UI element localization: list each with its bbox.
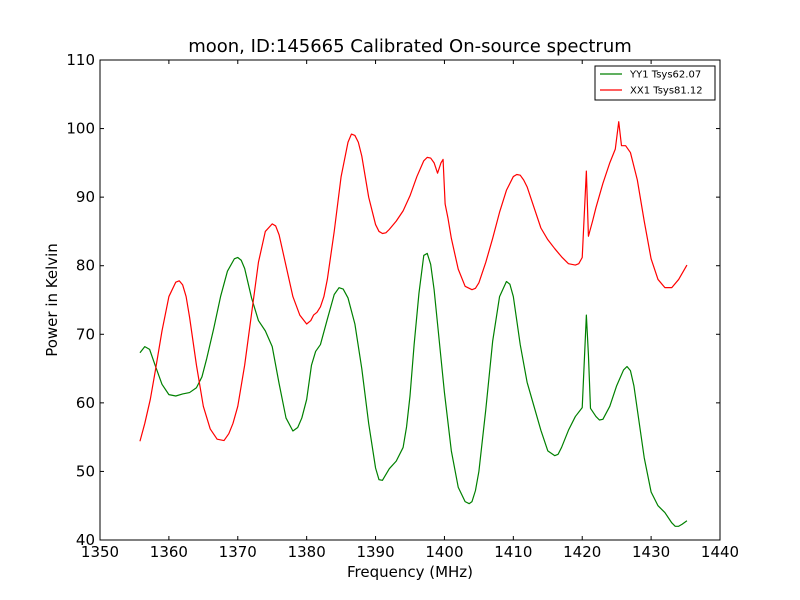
- y-tick-label: 90: [76, 188, 95, 206]
- legend: YY1 Tsys62.07 XX1 Tsys81.12: [594, 65, 716, 101]
- y-tick-label: 50: [76, 462, 95, 480]
- y-tick-label: 110: [66, 51, 95, 69]
- x-tick-label: 1350: [81, 543, 119, 561]
- x-tick-label: 1360: [150, 543, 188, 561]
- x-tick-label: 1430: [632, 543, 670, 561]
- series-line-yy1: [139, 252, 688, 527]
- x-axis-label: Frequency (MHz): [347, 563, 473, 581]
- y-tick-label: 60: [76, 394, 95, 412]
- y-tick-label: 40: [76, 531, 95, 549]
- y-tick-label: 70: [76, 325, 95, 343]
- x-tick-label: 1400: [425, 543, 463, 561]
- plot-frame: [99, 59, 721, 541]
- y-tick-label: 100: [66, 120, 95, 138]
- x-tick-label: 1380: [288, 543, 326, 561]
- legend-label-yy1: YY1 Tsys62.07: [629, 70, 701, 81]
- x-tick-label: 1390: [356, 543, 394, 561]
- x-tick-label: 1440: [701, 543, 739, 561]
- y-axis-label: Power in Kelvin: [43, 243, 61, 357]
- legend-label-xx1: XX1 Tsys81.12: [630, 86, 703, 97]
- axis-ticks: 1350 1360 1370 1380 1390 1400 1410 1420 1430 1440…: [66, 51, 739, 561]
- chart-title: moon, ID:145665 Calibrated On-source spe…: [188, 36, 632, 57]
- y-tick-label: 80: [76, 257, 95, 275]
- x-tick-label: 1420: [563, 543, 601, 561]
- x-tick-label: 1370: [219, 543, 257, 561]
- x-tick-label: 1410: [494, 543, 532, 561]
- series-line-xx1: [139, 121, 688, 442]
- legend-box: [594, 65, 716, 101]
- plot-lines: [139, 121, 688, 527]
